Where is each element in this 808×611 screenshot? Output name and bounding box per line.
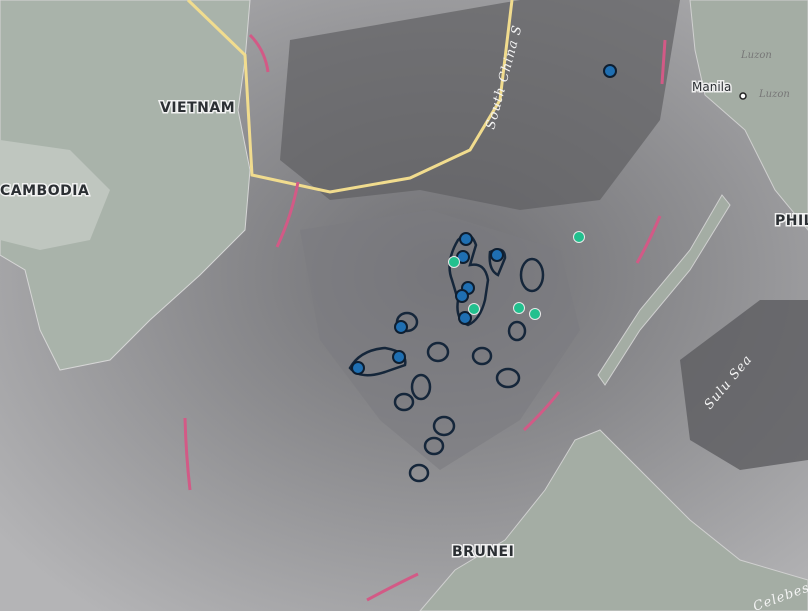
markers (351, 64, 617, 375)
land-vietnam (0, 0, 251, 371)
dash-lines (183, 33, 667, 602)
nine-dash-boundary (186, 0, 514, 194)
manila-dot (739, 92, 747, 100)
label: BRUNEI (452, 544, 514, 560)
reefs (348, 233, 545, 483)
label: Manila (692, 80, 731, 94)
label: PHIL (775, 213, 808, 229)
label: Luzon (758, 89, 790, 100)
land-cambodia (0, 140, 110, 250)
shelf (300, 210, 580, 470)
deep-basin (280, 0, 680, 210)
land-borneo (419, 429, 808, 611)
label: CAMBODIA (0, 183, 89, 199)
label: Luzon (740, 50, 772, 61)
label: VIETNAM (160, 100, 235, 116)
land-philippines (689, 0, 808, 231)
sulu-basin (680, 300, 808, 470)
land-palawan (597, 194, 731, 386)
